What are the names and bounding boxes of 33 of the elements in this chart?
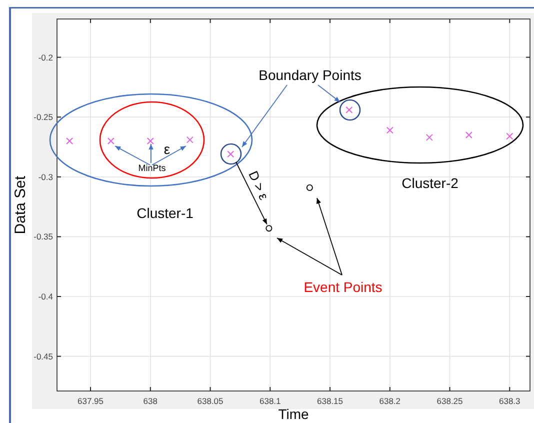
y-tick-label: -0.2	[38, 52, 54, 62]
annotation: MinPts	[138, 163, 166, 173]
annotation: Cluster-2	[402, 175, 459, 191]
point	[506, 132, 514, 140]
x-tick-label: 637.95	[78, 396, 104, 406]
x-axis-title: Time	[278, 406, 310, 422]
y-tick-label: -0.35	[34, 232, 54, 242]
annotation: Cluster-1	[136, 205, 194, 221]
x-tick-label: 638.25	[436, 396, 464, 406]
point	[426, 134, 433, 141]
x-tick-label: 638.05	[197, 396, 224, 406]
x-tick-label: 638.3	[499, 396, 521, 406]
annotation: ε	[164, 141, 170, 157]
point	[266, 225, 272, 232]
x-tick-label: 638.1	[260, 396, 282, 406]
point	[465, 132, 472, 139]
y-axis-title: Data Set	[12, 174, 29, 234]
annotation: D > ε	[246, 168, 272, 202]
point	[66, 138, 74, 145]
point	[107, 138, 114, 145]
x-tick-label: 638	[143, 396, 158, 406]
point	[186, 136, 194, 144]
y-tick-label: -0.4	[38, 292, 54, 302]
y-tick-label: -0.45	[34, 351, 54, 362]
point	[146, 138, 154, 145]
annotation: Event Points	[304, 279, 382, 295]
y-tick-label: -0.25	[34, 112, 54, 122]
point	[386, 126, 394, 134]
y-tick-label: -0.3	[38, 172, 54, 182]
annotation: Boundary Points	[258, 67, 362, 83]
point	[306, 184, 313, 191]
x-tick-label: 638.15	[317, 396, 344, 406]
x-tick-label: 638.2	[379, 396, 401, 406]
